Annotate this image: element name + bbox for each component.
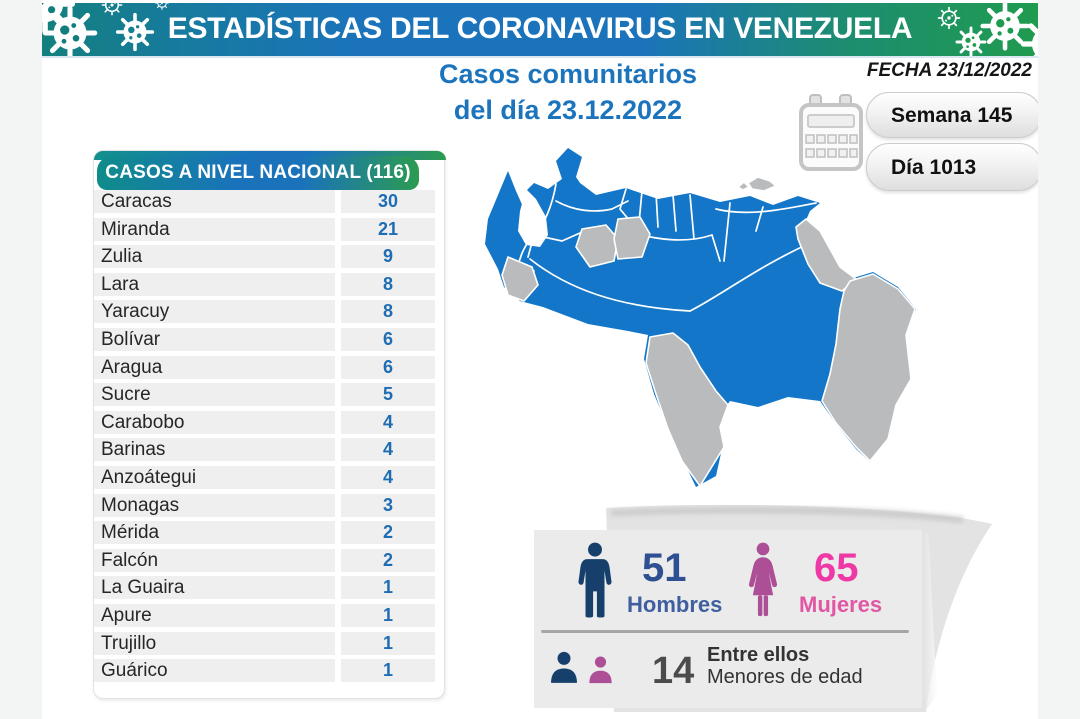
table-row: Monagas 3: [94, 493, 435, 517]
state-name: Zulia: [94, 245, 335, 269]
women-count: 65: [814, 546, 859, 590]
virus-icon: [155, 3, 169, 10]
map-region-esequibo: [821, 273, 916, 462]
table-row: Zulia 9: [94, 245, 435, 269]
table-row: Carabobo 4: [94, 410, 435, 434]
state-name: Falcón: [94, 548, 335, 572]
state-name: Mérida: [94, 521, 335, 545]
state-cases: 1: [341, 576, 435, 600]
table-row: Mérida 2: [94, 521, 435, 545]
girl-bust-icon: [589, 656, 612, 684]
page-margin-right: [1038, 0, 1080, 719]
state-cases: 2: [341, 548, 435, 572]
state-cases: 1: [341, 659, 435, 683]
state-cases: 2: [341, 521, 435, 545]
table-row: Apure 1: [94, 603, 435, 627]
subtitle-line2: del día 23.12.2022: [453, 95, 683, 125]
minors-label-line1: Entre ellos: [707, 644, 810, 666]
state-name: Monagas: [94, 493, 335, 517]
men-count: 51: [642, 546, 687, 590]
minors-count: 14: [652, 650, 695, 692]
state-cases: 3: [341, 493, 435, 517]
page-title: ESTADÍSTICAS DEL CORONAVIRUS EN VENEZUEL…: [167, 12, 913, 45]
state-cases: 4: [341, 410, 435, 434]
state-name: Barinas: [94, 438, 335, 462]
table-row: Trujillo 1: [94, 631, 435, 655]
state-name: Apure: [94, 603, 335, 627]
state-cases: 8: [341, 300, 435, 324]
cases-table: CASOS A NIVEL NACIONAL (116) Caracas 30 M…: [93, 150, 446, 699]
man-icon: [578, 542, 612, 618]
panel-curl-edge: [920, 530, 938, 710]
state-name: Yaracuy: [94, 300, 335, 324]
state-cases: 8: [341, 272, 435, 296]
men-label: Hombres: [627, 592, 723, 617]
map-state-tachira: [501, 256, 539, 302]
table-top-gradient: [94, 151, 446, 160]
state-cases: 30: [341, 190, 435, 213]
table-row: La Guaira 1: [94, 576, 435, 600]
state-cases: 6: [341, 355, 435, 379]
state-name: Miranda: [94, 217, 335, 241]
state-cases: 5: [341, 383, 435, 407]
boy-bust-icon: [551, 651, 577, 683]
table-row: Caracas 30: [94, 190, 435, 213]
venezuela-map: [468, 138, 938, 495]
state-name: Anzoátegui: [94, 465, 335, 489]
state-cases: 1: [341, 631, 435, 655]
panel-top-shadow: [610, 506, 964, 523]
state-name: Trujillo: [94, 631, 335, 655]
state-cases: 9: [341, 245, 435, 269]
state-name: Carabobo: [94, 410, 335, 434]
women-label: Mujeres: [799, 592, 883, 617]
day-badge: Día 1013: [866, 143, 1042, 191]
state-name: Caracas: [94, 190, 335, 213]
state-cases: 4: [341, 438, 435, 462]
map-state-borders: [517, 183, 817, 312]
table-row: Falcón 2: [94, 548, 435, 572]
state-name: Sucre: [94, 383, 335, 407]
map-state-amazonas: [645, 332, 729, 487]
table-rows: Caracas 30 Miranda 21 Zulia 9 Lara 8 Yaracuy…: [94, 190, 435, 687]
map-state-portuguesa: [575, 224, 619, 268]
table-row: Bolívar 6: [94, 327, 435, 351]
table-row: Anzoátegui 4: [94, 465, 435, 489]
table-header: CASOS A NIVEL NACIONAL (116): [97, 156, 419, 190]
subtitle: Casos comunitarios del día 23.12.2022: [401, 56, 735, 128]
minors-label-line2: Menores de edad: [707, 666, 863, 688]
state-cases: 21: [341, 217, 435, 241]
map-island-coche: [737, 181, 750, 191]
state-name: Aragua: [94, 355, 335, 379]
state-cases: 4: [341, 465, 435, 489]
map-state-cojedes: [613, 216, 651, 260]
map-state-delta-amacuro: [795, 218, 857, 292]
state-cases: 6: [341, 327, 435, 351]
state-name: Lara: [94, 272, 335, 296]
state-name: Bolívar: [94, 327, 335, 351]
table-row: Barinas 4: [94, 438, 435, 462]
calendar-icon: [799, 94, 863, 171]
map-lake-maracaibo: [518, 189, 548, 247]
map-states-without-cases: [501, 176, 916, 487]
table-row: Miranda 21: [94, 217, 435, 241]
table-row: Yaracuy 8: [94, 300, 435, 324]
table-row: Aragua 6: [94, 355, 435, 379]
state-cases: 1: [341, 603, 435, 627]
date-label: FECHA 23/12/2022: [866, 60, 1032, 81]
stats-divider: [541, 630, 909, 633]
table-row: Sucre 5: [94, 383, 435, 407]
week-badge: Semana 145: [866, 92, 1042, 138]
header-banner: ESTADÍSTICAS DEL CORONAVIRUS EN VENEZUEL…: [42, 3, 1038, 58]
table-row: Guárico 1: [94, 659, 435, 683]
map-state-nueva-esparta: [747, 176, 777, 192]
state-name: Guárico: [94, 659, 335, 683]
woman-icon: [748, 542, 778, 617]
subtitle-line1: Casos comunitarios: [438, 59, 698, 89]
page-margin-left: [0, 0, 42, 719]
table-row: Lara 8: [94, 272, 435, 296]
state-name: La Guaira: [94, 576, 335, 600]
